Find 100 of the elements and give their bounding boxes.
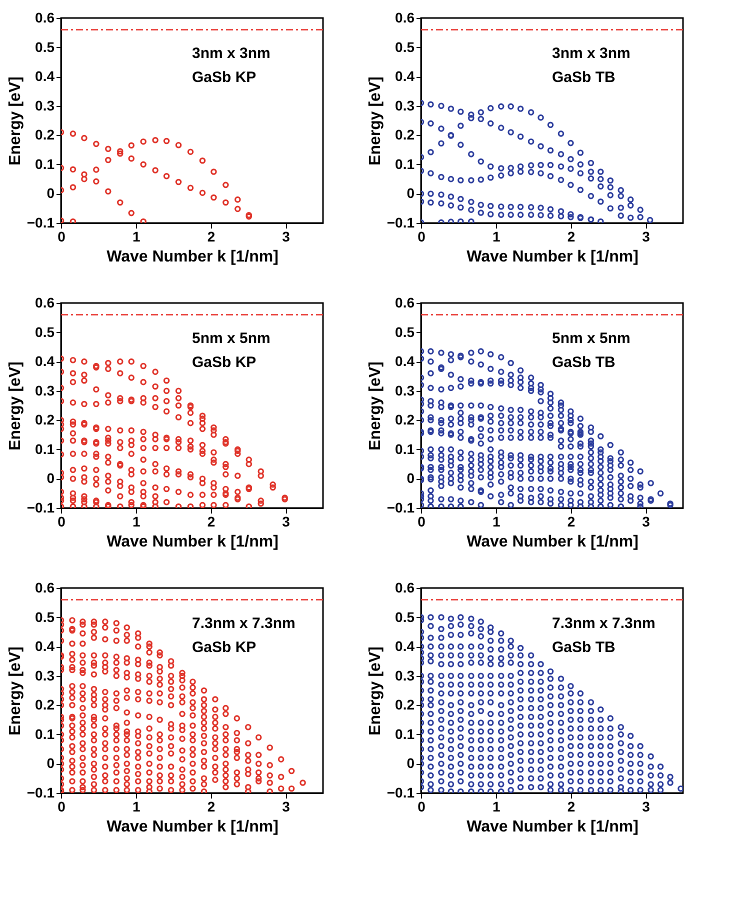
point xyxy=(187,446,194,453)
point xyxy=(80,778,86,784)
point xyxy=(210,480,217,486)
point xyxy=(478,690,484,697)
x-tick-label: 0 xyxy=(58,798,66,814)
point xyxy=(448,194,454,200)
point xyxy=(179,677,186,684)
point xyxy=(113,654,120,660)
x-tick-label: 1 xyxy=(492,514,500,530)
point xyxy=(528,714,534,720)
point xyxy=(70,430,76,436)
point xyxy=(152,432,158,438)
point xyxy=(90,766,98,773)
point xyxy=(558,488,564,496)
point xyxy=(568,490,574,496)
point xyxy=(508,643,514,650)
point xyxy=(102,754,108,761)
point xyxy=(538,414,544,420)
point xyxy=(179,670,186,676)
point xyxy=(588,743,594,750)
point xyxy=(90,714,98,720)
point xyxy=(187,148,194,155)
point xyxy=(80,682,86,690)
point xyxy=(458,769,464,776)
point xyxy=(168,693,174,700)
x-axis-title: Wave Number k [1/nm] xyxy=(466,534,638,550)
point xyxy=(105,478,112,485)
point xyxy=(487,754,494,761)
point xyxy=(128,499,135,506)
point xyxy=(478,176,484,183)
point xyxy=(538,678,544,685)
point xyxy=(428,614,434,620)
point xyxy=(487,366,494,372)
point xyxy=(588,478,594,485)
point xyxy=(458,708,464,714)
point xyxy=(428,503,434,508)
point xyxy=(93,454,100,460)
point xyxy=(598,458,604,464)
point xyxy=(124,768,130,774)
point xyxy=(648,753,654,760)
point xyxy=(80,740,86,746)
point xyxy=(146,725,152,732)
point xyxy=(190,760,196,767)
point xyxy=(558,176,564,184)
point xyxy=(255,752,262,758)
point xyxy=(116,444,124,452)
point xyxy=(598,198,604,205)
point xyxy=(478,618,484,625)
point xyxy=(618,212,624,219)
y-tick-label: 0 xyxy=(46,755,55,772)
point xyxy=(80,720,86,726)
point xyxy=(438,626,444,632)
point xyxy=(508,360,514,366)
point xyxy=(134,732,142,740)
point xyxy=(80,630,86,637)
point xyxy=(648,781,654,788)
point xyxy=(438,126,444,132)
point xyxy=(598,218,604,223)
point xyxy=(428,417,434,424)
point xyxy=(577,150,584,156)
point xyxy=(124,674,130,680)
annotation: GaSb TB xyxy=(552,354,616,371)
point xyxy=(81,171,88,178)
y-tick-label: −0.1 xyxy=(386,214,415,230)
x-axis-title: Wave Number k [1/nm] xyxy=(466,248,638,266)
point xyxy=(113,746,120,752)
point xyxy=(558,502,564,508)
point xyxy=(607,486,614,492)
point xyxy=(175,438,182,446)
point xyxy=(140,218,146,223)
point xyxy=(588,440,594,447)
point xyxy=(222,460,229,468)
point xyxy=(458,752,464,758)
point xyxy=(538,458,544,464)
point xyxy=(577,699,584,706)
point xyxy=(113,704,120,712)
point xyxy=(468,643,474,650)
point xyxy=(179,726,186,734)
point xyxy=(588,470,594,476)
point xyxy=(528,758,534,764)
point xyxy=(458,690,464,697)
point xyxy=(588,786,594,793)
point xyxy=(190,712,196,719)
point xyxy=(568,408,574,414)
point xyxy=(448,652,454,658)
point xyxy=(81,400,88,408)
point xyxy=(93,400,100,408)
point xyxy=(140,468,146,475)
point xyxy=(190,704,196,712)
point xyxy=(438,478,444,485)
point xyxy=(81,134,88,142)
point xyxy=(134,778,142,784)
point xyxy=(438,734,444,740)
point xyxy=(175,142,182,148)
point xyxy=(428,358,434,365)
point xyxy=(568,716,574,723)
point xyxy=(113,722,120,729)
point xyxy=(538,714,544,720)
point xyxy=(468,746,474,752)
point xyxy=(210,484,217,491)
